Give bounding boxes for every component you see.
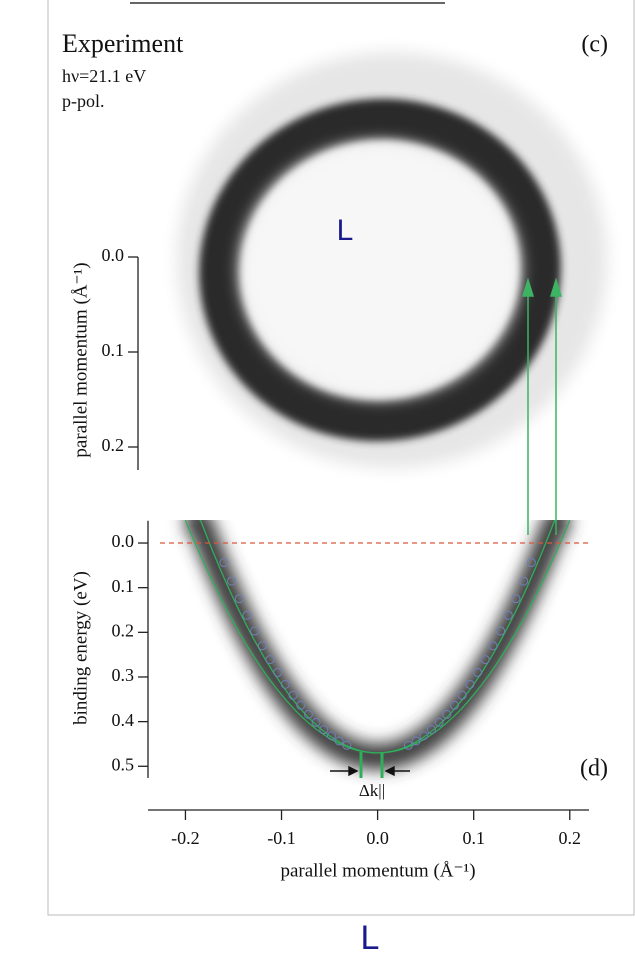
fit-point xyxy=(280,679,290,689)
fit-point xyxy=(511,594,521,604)
fit-point xyxy=(426,725,436,735)
fit-point xyxy=(234,594,244,604)
fit-point xyxy=(326,731,336,741)
fit-point xyxy=(457,690,467,700)
fit-point xyxy=(296,700,306,710)
y-tick-label: 0.2 xyxy=(102,435,125,455)
title: Experiment xyxy=(62,29,184,58)
fit-point xyxy=(480,655,490,665)
projection-arrows xyxy=(521,277,563,535)
marker: L xyxy=(337,214,354,247)
y-tick-label: 0.2 xyxy=(112,620,135,640)
fit-point xyxy=(419,731,429,741)
fit-point xyxy=(449,700,459,710)
delta-k-arrows xyxy=(330,752,410,778)
fit-point xyxy=(265,655,275,665)
fit-point xyxy=(403,740,413,750)
fit-point xyxy=(442,709,452,719)
fermi-surface-image xyxy=(177,52,607,468)
fit-point xyxy=(519,576,529,586)
y-axis-label: parallel momentum (Å⁻¹) xyxy=(70,262,91,457)
x-tick-label: 0.0 xyxy=(366,828,389,848)
fit-point xyxy=(334,736,344,746)
y-axis-label: binding energy (eV) xyxy=(70,571,91,725)
fit-point xyxy=(342,740,352,750)
dispersion-image xyxy=(184,520,571,770)
fit-point xyxy=(257,641,267,651)
y-tick-label: 0.1 xyxy=(102,340,125,360)
y-tick-label: 0.0 xyxy=(102,245,125,265)
y-tick-label: 0.3 xyxy=(112,665,135,685)
x-tick-label: 0.2 xyxy=(559,828,582,848)
panel-label: (d) xyxy=(580,756,608,782)
x-axis-label: parallel momentum (Å⁻¹) xyxy=(280,860,475,881)
fit-point xyxy=(273,667,283,677)
fit-point xyxy=(250,626,260,636)
panel-label: (c) xyxy=(581,32,608,58)
fit-point xyxy=(242,610,252,620)
x-tick-label: -0.2 xyxy=(171,828,200,848)
fit-point xyxy=(303,709,313,719)
x-tick-label: 0.1 xyxy=(462,828,485,848)
y-tick-label: 0.5 xyxy=(112,754,135,774)
fit-point xyxy=(434,717,444,727)
fit-point xyxy=(227,576,237,586)
fit-point xyxy=(219,558,229,568)
fit-point xyxy=(526,558,536,568)
fit-point xyxy=(496,626,506,636)
frame xyxy=(47,0,635,916)
annotation: Δk|| xyxy=(359,781,385,800)
fit-point xyxy=(288,690,298,700)
subtitle: hν=21.1 eV xyxy=(62,66,146,86)
fit-point xyxy=(503,610,513,620)
fit-point xyxy=(465,679,475,689)
polarization: p-pol. xyxy=(62,91,105,111)
y-tick-label: 0.1 xyxy=(112,576,135,596)
x-tick-label: -0.1 xyxy=(267,828,296,848)
fit-point xyxy=(473,667,483,677)
fit-point xyxy=(411,736,421,746)
fit-point xyxy=(311,717,321,727)
fit-point xyxy=(319,725,329,735)
y-tick-label: 0.4 xyxy=(112,710,135,730)
footer-marker: L xyxy=(361,919,380,955)
fit-point xyxy=(488,641,498,651)
y-tick-label: 0.0 xyxy=(112,531,135,551)
